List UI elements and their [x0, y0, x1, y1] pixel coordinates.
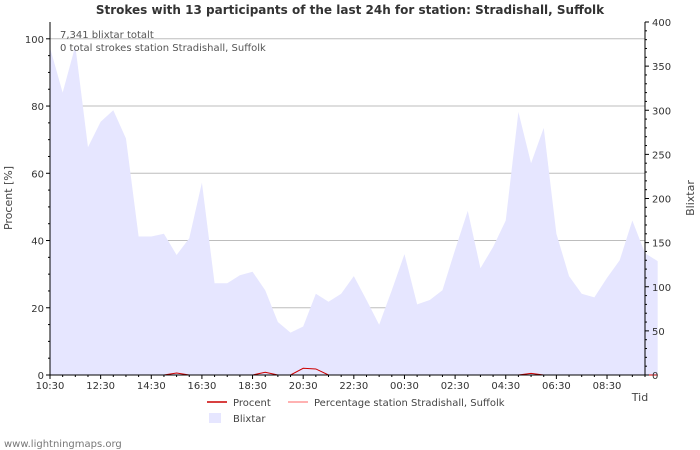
x-axis-ticks: 10:30 12:30 14:30 16:30 18:30 20:30 22:30 00:30…: [36, 375, 646, 392]
y-axis-right-label: Blixtar: [684, 180, 697, 216]
legend-label-blixtar: Blixtar: [233, 414, 266, 425]
y-axis-left-label: Procent [%]: [2, 166, 15, 230]
legend: Procent Percentage station Stradishall, …: [207, 398, 505, 425]
right-tick-label: 50: [652, 327, 665, 338]
right-tick-label: 100: [652, 283, 671, 294]
annotation-station-strokes: 0 total strokes station Stradishall, Suf…: [60, 43, 266, 54]
x-tick-label: 08:30: [593, 381, 622, 392]
left-tick-label: 20: [31, 304, 44, 315]
footer-source: www.lightningmaps.org: [4, 439, 122, 450]
right-tick-label: 400: [652, 18, 671, 29]
left-tick-label: 100: [25, 35, 44, 46]
legend-label-procent: Procent: [233, 398, 271, 409]
x-tick-label: 18:30: [238, 381, 267, 392]
x-axis-label: Tid: [631, 391, 648, 404]
series-blixtar-area: [50, 45, 658, 375]
x-tick-label: 22:30: [339, 381, 368, 392]
right-tick-label: 350: [652, 62, 671, 73]
x-tick-label: 06:30: [542, 381, 571, 392]
right-tick-label: 0: [652, 371, 658, 382]
chart-title: Strokes with 13 participants of the last…: [96, 3, 605, 17]
blixtar-area-layer: [50, 45, 658, 375]
right-tick-label: 200: [652, 195, 671, 206]
x-tick-label: 10:30: [36, 381, 65, 392]
x-tick-label: 04:30: [491, 381, 520, 392]
right-tick-label: 150: [652, 239, 671, 250]
right-tick-label: 250: [652, 150, 671, 161]
x-tick-label: 20:30: [289, 381, 318, 392]
left-tick-label: 0: [38, 371, 44, 382]
legend-swatch-blixtar: [209, 413, 221, 423]
left-tick-label: 60: [31, 169, 44, 180]
x-tick-label: 02:30: [441, 381, 470, 392]
x-tick-label: 12:30: [86, 381, 115, 392]
annotation-total-strokes: 7,341 blixtar totalt: [60, 30, 154, 41]
x-tick-label: 16:30: [188, 381, 217, 392]
legend-label-station: Percentage station Stradishall, Suffolk: [314, 398, 505, 409]
right-axis-ticks: 0 50 100 150 200 250 300 350 400: [645, 18, 671, 382]
left-tick-label: 80: [31, 102, 44, 113]
x-tick-label: 00:30: [390, 381, 419, 392]
x-tick-label: 14:30: [137, 381, 166, 392]
right-tick-label: 300: [652, 106, 671, 117]
left-tick-label: 40: [31, 237, 44, 248]
left-axis-ticks: 0 20 40 60 80 100: [25, 35, 50, 382]
